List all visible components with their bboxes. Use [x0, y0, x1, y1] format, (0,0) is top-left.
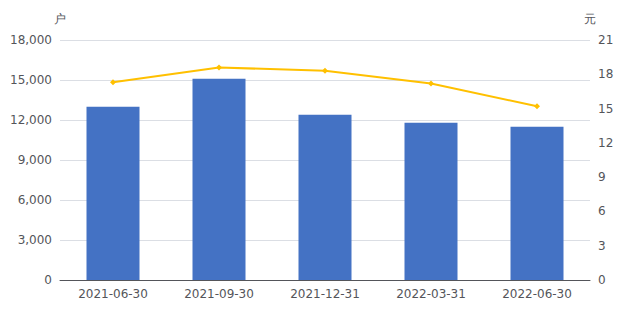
svg-text:9,000: 9,000	[18, 153, 52, 167]
svg-text:3: 3	[598, 239, 606, 253]
svg-text:21: 21	[598, 33, 613, 47]
svg-text:6,000: 6,000	[18, 193, 52, 207]
svg-text:12,000: 12,000	[10, 113, 52, 127]
svg-text:户: 户	[54, 12, 66, 26]
svg-text:9: 9	[598, 170, 606, 184]
svg-text:0: 0	[598, 273, 606, 287]
svg-text:0: 0	[44, 273, 52, 287]
svg-text:2021-09-30: 2021-09-30	[184, 287, 254, 301]
svg-text:18,000: 18,000	[10, 33, 52, 47]
svg-text:2021-12-31: 2021-12-31	[290, 287, 360, 301]
svg-text:3,000: 3,000	[18, 233, 52, 247]
svg-text:18: 18	[598, 67, 613, 81]
svg-text:2022-03-31: 2022-03-31	[396, 287, 466, 301]
svg-text:12: 12	[598, 136, 613, 150]
svg-text:15: 15	[598, 102, 613, 116]
svg-text:6: 6	[598, 204, 606, 218]
svg-text:2021-06-30: 2021-06-30	[78, 287, 148, 301]
svg-text:元: 元	[584, 12, 596, 26]
svg-text:2022-06-30: 2022-06-30	[502, 287, 572, 301]
svg-text:15,000: 15,000	[10, 73, 52, 87]
